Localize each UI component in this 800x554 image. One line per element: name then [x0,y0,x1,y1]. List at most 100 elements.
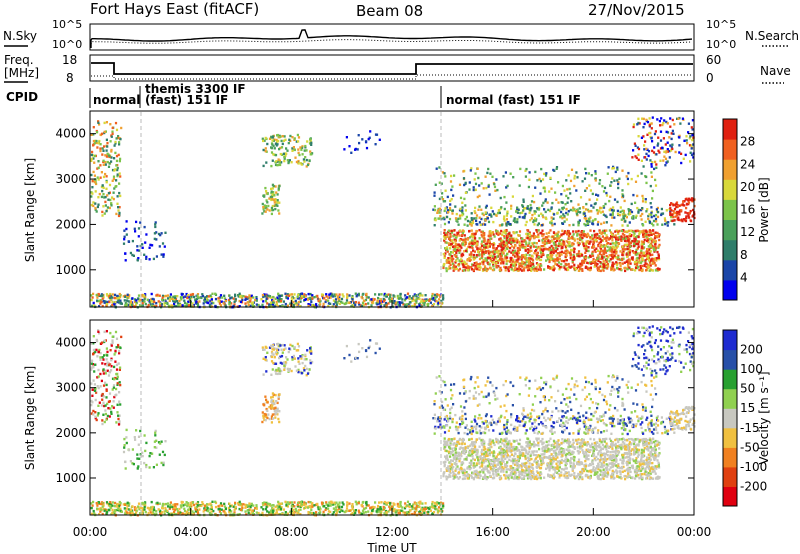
power-cell [439,207,442,210]
power-cell [589,189,592,192]
power-cell [185,302,189,305]
power-cell [487,185,490,188]
power-cell [341,301,344,304]
power-cell [651,269,654,272]
velocity-cell [284,511,287,514]
power-cell [626,244,629,248]
power-cell [654,257,657,260]
freq-tick-top: 18 [62,53,77,67]
power-cell [512,176,515,179]
power-cell [266,192,269,196]
power-cell [454,254,457,257]
power-cell [119,301,122,305]
velocity-cell [437,510,440,513]
power-cell [106,141,109,145]
power-cell [552,217,555,220]
velocity-cell [432,504,435,508]
power-cell [549,254,552,257]
power-cell [671,143,674,146]
power-cell [540,231,543,235]
power-cell [481,248,484,252]
power-cell [105,301,108,304]
power-cell [602,269,605,272]
power-cell [598,252,601,255]
power-cell [519,264,522,267]
power-cell [543,208,546,211]
power-cell [399,296,402,300]
power-y-tick-label: 2000 [55,217,86,231]
power-cell [575,210,578,213]
power-cell [621,209,624,212]
power-cell [627,208,630,211]
power-cell [501,257,504,261]
power-cell [563,260,566,263]
power-cell [506,241,509,244]
power-cell [558,239,561,243]
power-cell [502,246,505,250]
power-cell [271,187,274,190]
power-cell [460,246,463,249]
power-cell [653,237,657,240]
power-cell [536,230,539,234]
power-cell [513,217,516,220]
power-cell [555,237,558,240]
power-cell [251,303,254,307]
velocity-cell [302,503,306,506]
power-cell [217,300,220,303]
power-cell [92,139,95,143]
power-cell [119,157,122,161]
velocity-cell [185,501,188,504]
power-cell [528,238,531,241]
power-cell [178,299,181,303]
power-cell [569,232,572,235]
power-cell [103,121,106,125]
power-cell [305,298,308,301]
power-cell [104,160,107,164]
power-cell [224,299,227,303]
power-cell [583,234,586,237]
power-cell [111,300,114,304]
power-cell [642,251,645,254]
power-cell [586,220,589,223]
power-cell [508,237,511,241]
power-cell [553,231,556,235]
power-cell [187,300,190,303]
power-cell [599,269,602,273]
power-cell [527,232,530,235]
power-cell [640,240,643,243]
power-cell [268,137,272,140]
power-cell [474,172,477,175]
power-cell [270,164,273,168]
velocity-cell [305,506,308,509]
power-cell [528,260,531,263]
power-cell [536,179,539,182]
power-cell [462,241,465,244]
power-cell [637,117,640,120]
velocity-cell [310,508,313,512]
power-cell [645,181,648,185]
power-cell [690,197,694,200]
power-cell [453,174,456,177]
power-cell [98,123,101,126]
power-cell [628,253,631,256]
power-cell [637,158,640,161]
velocity-cell [342,503,345,506]
power-cell [495,247,498,250]
velocity-cell [187,504,190,507]
power-cell [126,293,129,296]
power-cell [590,262,593,265]
power-cell [644,156,647,159]
power-cell [544,236,547,239]
power-cell [647,259,650,262]
power-cell [177,304,180,307]
power-cell [673,219,676,222]
power-cell [690,153,694,157]
power-cell [616,257,619,261]
power-cell [533,212,536,215]
power-cell [92,292,95,296]
power-cell [111,293,114,296]
velocity-cell [217,508,220,511]
power-cell [534,186,537,189]
power-cell [639,230,642,233]
power-cell [657,210,660,214]
